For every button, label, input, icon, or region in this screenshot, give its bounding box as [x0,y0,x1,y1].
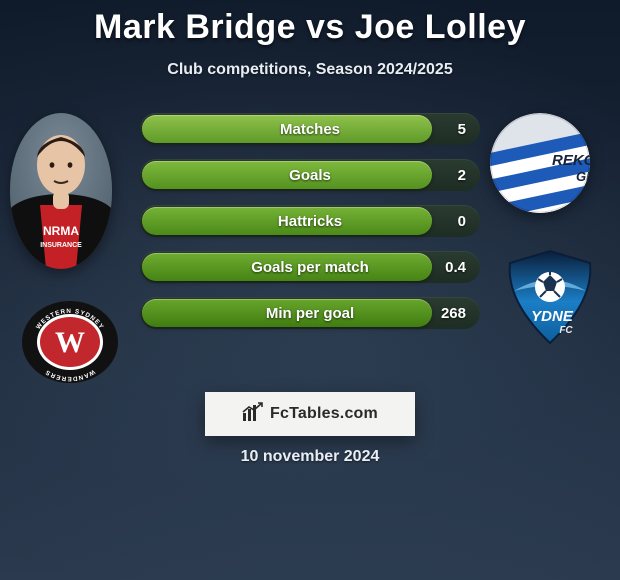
stat-value: 0 [458,205,466,237]
stat-bar: Goals2 [140,159,480,191]
stat-bar: Matches5 [140,113,480,145]
left-club-badge: WESTERN SYDNEY WANDERERS W [20,299,120,385]
stat-label: Matches [140,113,480,145]
stat-value: 0.4 [445,251,466,283]
stat-bar: Goals per match0.4 [140,251,480,283]
stat-label: Goals per match [140,251,480,283]
left-club-monogram: W [55,326,85,359]
stat-bars: Matches5Goals2Hattricks0Goals per match0… [140,113,480,329]
page-subtitle: Club competitions, Season 2024/2025 [0,61,620,79]
right-club-word: YDNE [531,308,574,325]
left-player-avatar: NRMA INSURANCE [10,113,112,269]
comparison-stage: NRMA INSURANCE WESTERN SYDNEY WANDERERS [0,113,620,413]
right-club-badge: YDNE FC [500,247,600,347]
brand-attribution: FcTables.com [205,392,415,436]
right-player-avatar: REKORDE GI [490,113,590,213]
stat-bar: Min per goal268 [140,297,480,329]
page-title: Mark Bridge vs Joe Lolley [0,0,620,47]
stat-label: Hattricks [140,205,480,237]
stat-bar: Hattricks0 [140,205,480,237]
stat-value: 268 [441,297,466,329]
stat-label: Goals [140,159,480,191]
left-sponsor: NRMA [43,224,79,238]
left-player-image: NRMA INSURANCE [10,113,112,269]
right-club-subword: FC [559,325,573,336]
brand-icon [242,402,264,427]
stat-value: 5 [458,113,466,145]
stat-label: Min per goal [140,297,480,329]
stat-value: 2 [458,159,466,191]
right-player-image: REKORDE GI [490,113,590,213]
left-club-logo: WESTERN SYDNEY WANDERERS W [20,299,120,385]
left-sponsor-sub: INSURANCE [40,242,82,249]
date-text: 10 november 2024 [0,448,620,466]
brand-text: FcTables.com [270,405,378,423]
right-club-logo: YDNE FC [500,247,600,347]
right-image-caption: REKORDE [552,152,590,169]
